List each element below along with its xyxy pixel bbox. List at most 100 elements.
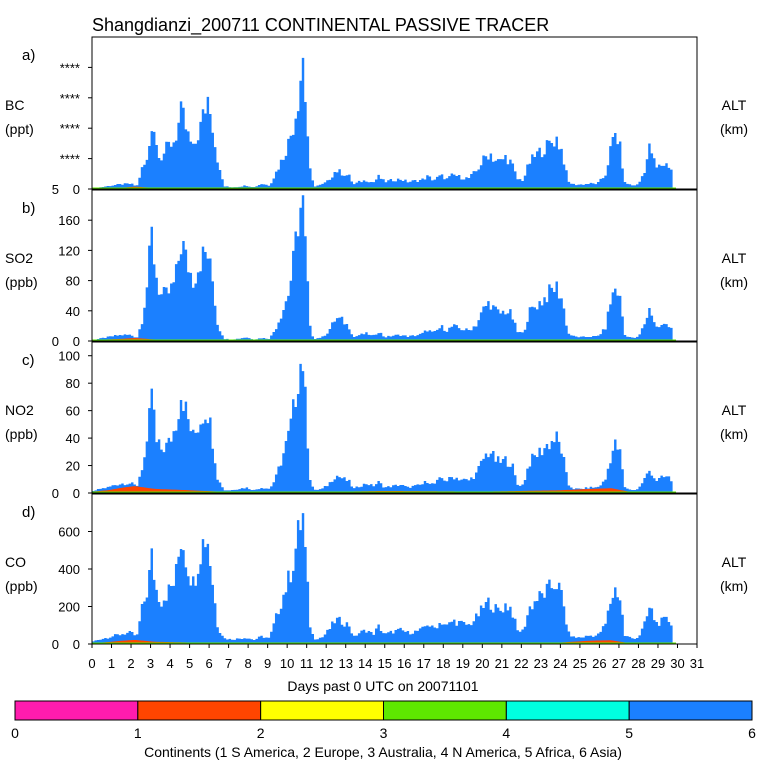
x-tick-label: 4 [166, 656, 173, 671]
colorbar: 0 1 2 3 4 5 6 [11, 700, 756, 741]
panel-letter: c) [22, 352, 35, 369]
unit-label: (ppb) [5, 274, 38, 290]
x-tick-label: 30 [670, 656, 684, 671]
x-tick-label: 29 [651, 656, 665, 671]
x-tick-label: 20 [475, 656, 489, 671]
colorbar-tick-label: 3 [380, 725, 388, 741]
y-tick-label: 80 [66, 376, 80, 391]
y-tick-label: **** [60, 91, 80, 106]
y-tick-label: **** [60, 60, 80, 75]
x-tick-label: 21 [495, 656, 509, 671]
alt-unit-label: (km) [720, 578, 748, 594]
x-tick-label: 18 [436, 656, 450, 671]
x-tick-label: 8 [245, 656, 252, 671]
panel-letter: b) [22, 200, 35, 217]
panel-frame [91, 341, 698, 494]
x-tick-label: 14 [358, 656, 372, 671]
x-tick-label: 16 [397, 656, 411, 671]
y-tick-label: 40 [66, 304, 80, 319]
x-tick-label: 13 [338, 656, 352, 671]
colorbar-segment [14, 700, 139, 721]
panels: 0****************5a)BC(ppt)ALT(km)040801… [5, 36, 748, 652]
panel-frame [91, 189, 698, 342]
y-tick-label: **** [60, 121, 80, 136]
species-label: NO2 [5, 402, 34, 418]
x-axis: 0 1 2 3 4 5 6 7 8 9 10 11 12 13 14 15 16 17 18 19 20 21 22 23 24… [88, 644, 704, 671]
colorbar-tick-label: 1 [134, 725, 142, 741]
y-tick-label: 0 [73, 486, 80, 501]
alt-label: ALT [722, 97, 747, 113]
colorbar-tick-label: 0 [11, 725, 19, 741]
colorbar-tick-label: 4 [502, 725, 510, 741]
series-europe [92, 486, 677, 493]
species-label: CO [5, 554, 26, 570]
y-tick-label: 0 [73, 334, 80, 349]
panel-bc: 0****************5a)BC(ppt)ALT(km) [5, 36, 748, 197]
panel-so2: 0 40 80 120 160 0 b) SO2 (ppb) ALT (km) [5, 189, 748, 349]
unit-label: (ppb) [5, 578, 38, 594]
x-tick-label: 25 [573, 656, 587, 671]
y-tick-label: 160 [58, 213, 80, 228]
x-tick-label: 26 [592, 656, 606, 671]
unit-label: (ppt) [5, 121, 34, 137]
alt-label: ALT [722, 402, 747, 418]
x-tick-label: 27 [612, 656, 626, 671]
species-label: BC [5, 97, 24, 113]
baseline-label: 0 [52, 637, 59, 652]
colorbar-tick-label: 2 [257, 725, 265, 741]
x-tick-label: 11 [300, 656, 314, 671]
x-tick-label: 19 [456, 656, 470, 671]
x-tick-label: 17 [417, 656, 431, 671]
panel-letter: d) [22, 504, 35, 521]
x-tick-label: 22 [514, 656, 528, 671]
y-tick-label: **** [60, 152, 80, 167]
unit-label: (ppb) [5, 426, 38, 442]
x-tick-label: 23 [534, 656, 548, 671]
species-label: SO2 [5, 250, 33, 266]
colorbar-segment [260, 700, 384, 721]
baseline-label: 0 [52, 334, 59, 349]
panel-letter: a) [22, 47, 35, 64]
y-tick-label: 60 [66, 404, 80, 419]
x-tick-label: 31 [690, 656, 704, 671]
y-tick-label: 400 [58, 562, 80, 577]
x-tick-label: 2 [127, 656, 134, 671]
x-axis-label: Days past 0 UTC on 20071101 [287, 678, 478, 694]
baseline-label: 0 [52, 486, 59, 501]
alt-unit-label: (km) [720, 426, 748, 442]
panel-no2: 0 20 40 60 80 100 0 c) NO2 (ppb) ALT (km) [5, 341, 748, 501]
y-tick-label: 80 [66, 274, 80, 289]
panel-frame [91, 36, 698, 190]
y-tick-label: 20 [66, 459, 80, 474]
colorbar-segment [505, 700, 630, 721]
y-tick-label: 0 [73, 182, 80, 197]
baseline-label: 5 [52, 182, 59, 197]
colorbar-label: Continents (1 S America, 2 Europe, 3 Aus… [144, 744, 622, 760]
chart-title: Shangdianzi_200711 CONTINENTAL PASSIVE T… [92, 15, 549, 36]
series-asia [92, 513, 677, 644]
x-tick-label: 1 [108, 656, 115, 671]
y-tick-label: 40 [66, 431, 80, 446]
x-tick-label: 12 [319, 656, 333, 671]
x-tick-label: 7 [225, 656, 232, 671]
x-tick-label: 5 [186, 656, 193, 671]
alt-unit-label: (km) [720, 121, 748, 137]
series-asia [92, 363, 677, 493]
colorbar-tick-label: 5 [625, 725, 633, 741]
alt-unit-label: (km) [720, 274, 748, 290]
alt-label: ALT [722, 250, 747, 266]
panel-co: 0 200 400 600 0 d) CO (ppb) ALT (km) [5, 493, 748, 652]
y-tick-label: 120 [58, 243, 80, 258]
x-tick-label: 3 [147, 656, 154, 671]
alt-label: ALT [722, 554, 747, 570]
y-tick-label: 200 [58, 600, 80, 615]
colorbar-segment [137, 700, 262, 721]
x-tick-label: 6 [205, 656, 212, 671]
x-tick-label: 0 [88, 656, 95, 671]
x-tick-label: 15 [378, 656, 392, 671]
x-tick-label: 28 [631, 656, 645, 671]
series-asia [92, 195, 677, 341]
x-tick-label: 9 [264, 656, 271, 671]
colorbar-segment [383, 700, 507, 721]
